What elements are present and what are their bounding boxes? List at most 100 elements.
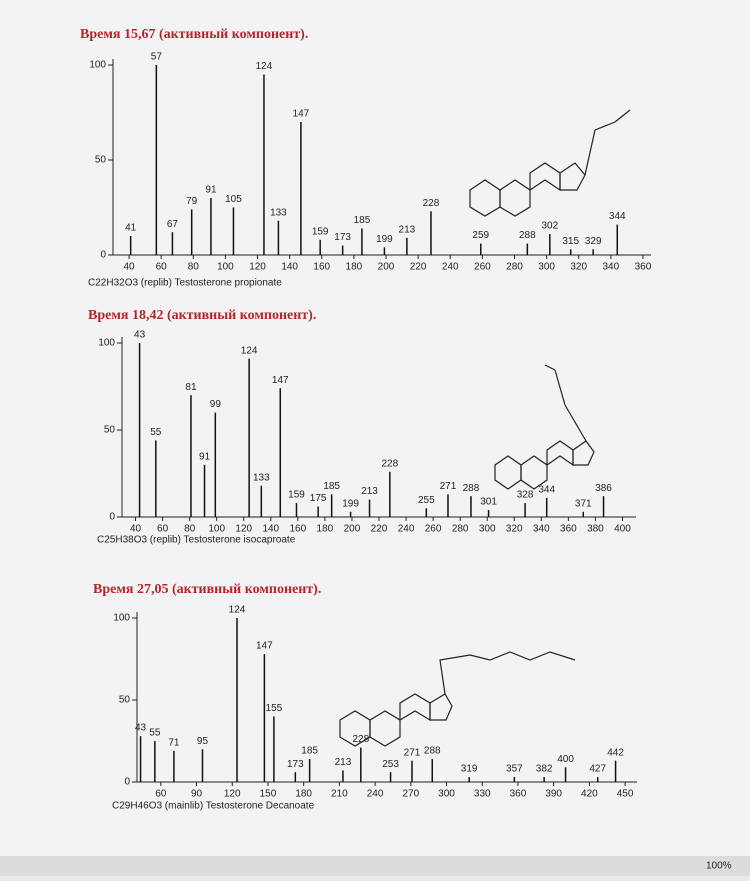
x-tick-label: 260 <box>425 524 442 535</box>
x-tick-label: 140 <box>281 262 298 273</box>
peak-label: 357 <box>506 764 523 775</box>
peak-label: 199 <box>376 234 393 245</box>
peak-label: 133 <box>270 207 287 218</box>
x-tick-label: 210 <box>331 789 348 800</box>
x-tick-label: 60 <box>157 524 169 535</box>
x-tick-label: 240 <box>367 789 384 800</box>
y-tick-label: 0 <box>109 512 115 523</box>
compound-caption: C29H46O3 (mainlib) Testosterone Decanoat… <box>112 801 315 812</box>
x-tick-label: 100 <box>208 524 225 535</box>
x-tick-label: 200 <box>378 262 395 273</box>
peak-label: 173 <box>287 759 304 770</box>
x-tick-label: 360 <box>510 789 527 800</box>
x-tick-label: 420 <box>581 789 598 800</box>
peak-label: 159 <box>312 226 329 237</box>
peak-label: 55 <box>150 427 162 438</box>
x-tick-label: 40 <box>130 524 142 535</box>
x-tick-label: 180 <box>346 262 363 273</box>
peak-label: 288 <box>519 230 536 241</box>
peak-label: 124 <box>229 605 246 616</box>
peak-label: 288 <box>424 746 441 757</box>
x-tick-label: 80 <box>188 262 200 273</box>
x-tick-label: 300 <box>438 789 455 800</box>
x-tick-label: 60 <box>155 789 167 800</box>
peak-label: 255 <box>418 495 435 506</box>
x-tick-label: 340 <box>603 262 620 273</box>
peak-label: 400 <box>557 754 574 765</box>
zoom-level: 100% <box>706 861 732 872</box>
x-tick-label: 380 <box>587 524 604 535</box>
x-tick-label: 140 <box>262 524 279 535</box>
peak-label: 124 <box>241 345 258 356</box>
x-tick-label: 220 <box>371 524 388 535</box>
x-tick-label: 120 <box>235 524 252 535</box>
page <box>0 0 750 856</box>
x-tick-label: 160 <box>289 524 306 535</box>
x-tick-label: 330 <box>474 789 491 800</box>
x-tick-label: 80 <box>184 524 196 535</box>
peak-label: 344 <box>609 211 626 222</box>
peak-label: 319 <box>461 764 478 775</box>
peak-label: 81 <box>185 382 197 393</box>
peak-label: 228 <box>381 458 398 469</box>
x-tick-label: 240 <box>398 524 415 535</box>
peak-label: 213 <box>361 486 378 497</box>
peak-label: 159 <box>288 490 305 501</box>
chart-title: Время 27,05 (активный компонент). <box>93 582 321 597</box>
x-tick-label: 100 <box>217 262 234 273</box>
peak-label: 95 <box>197 736 209 747</box>
x-tick-label: 450 <box>617 789 634 800</box>
x-tick-label: 90 <box>191 789 203 800</box>
peak-label: 185 <box>354 215 371 226</box>
peak-label: 288 <box>463 483 480 494</box>
x-tick-label: 240 <box>442 262 459 273</box>
peak-label: 199 <box>342 498 359 509</box>
peak-label: 175 <box>310 493 327 504</box>
status-bar <box>0 856 750 876</box>
x-tick-label: 360 <box>635 262 652 273</box>
x-tick-label: 280 <box>506 262 523 273</box>
x-tick-label: 200 <box>344 524 361 535</box>
x-tick-label: 260 <box>474 262 491 273</box>
peak-label: 133 <box>253 472 270 483</box>
peak-label: 328 <box>517 490 534 501</box>
x-tick-label: 300 <box>479 524 496 535</box>
peak-label: 43 <box>135 723 147 734</box>
y-tick-label: 50 <box>95 155 107 166</box>
peak-label: 213 <box>399 225 416 236</box>
x-tick-label: 400 <box>614 524 631 535</box>
peak-label: 228 <box>423 198 440 209</box>
y-tick-label: 0 <box>124 777 130 788</box>
peak-label: 173 <box>334 232 351 243</box>
x-tick-label: 390 <box>545 789 562 800</box>
y-tick-label: 100 <box>98 338 115 349</box>
x-tick-label: 120 <box>224 789 241 800</box>
molecule-1 <box>469 109 631 217</box>
x-tick-label: 340 <box>533 524 550 535</box>
x-tick-label: 270 <box>402 789 419 800</box>
peak-label: 147 <box>272 375 289 386</box>
x-tick-label: 320 <box>570 262 587 273</box>
y-tick-label: 0 <box>100 250 106 261</box>
peak-label: 315 <box>562 236 579 247</box>
peak-label: 329 <box>585 236 602 247</box>
peak-label: 185 <box>301 746 318 757</box>
peak-label: 371 <box>575 498 592 509</box>
peak-label: 213 <box>335 757 352 768</box>
y-tick-label: 100 <box>89 60 106 71</box>
y-tick-label: 50 <box>104 425 116 436</box>
peak-label: 99 <box>210 399 222 410</box>
peak-label: 55 <box>149 728 161 739</box>
peak-label: 105 <box>225 194 242 205</box>
peak-label: 253 <box>382 759 399 770</box>
peak-label: 147 <box>293 109 310 120</box>
peak-label: 442 <box>607 747 624 758</box>
molecule-2 <box>494 364 595 490</box>
peak-label: 91 <box>205 185 217 196</box>
peak-label: 344 <box>538 485 555 496</box>
peak-label: 301 <box>480 497 497 508</box>
x-tick-label: 180 <box>295 789 312 800</box>
peak-label: 79 <box>186 196 198 207</box>
x-tick-label: 320 <box>506 524 523 535</box>
